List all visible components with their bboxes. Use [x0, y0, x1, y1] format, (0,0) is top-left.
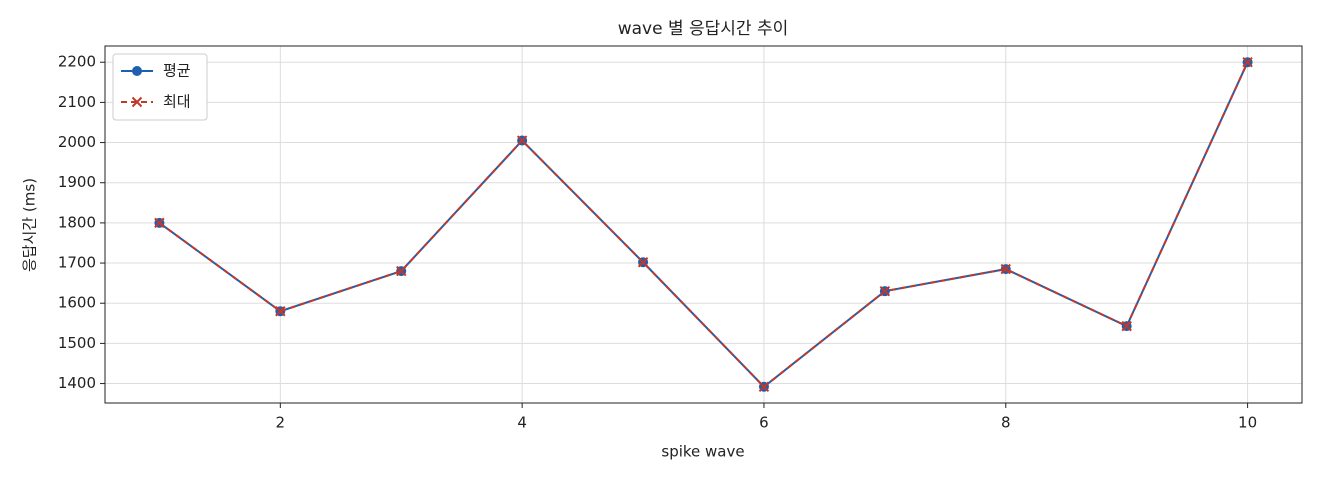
marker	[1000, 263, 1011, 275]
legend-label: 평균	[163, 62, 191, 80]
marker	[275, 306, 286, 317]
y-axis-label: 응답시간 (ms)	[21, 178, 39, 272]
marker	[1121, 320, 1132, 332]
marker	[879, 285, 891, 297]
y-tick-label: 1600	[58, 294, 96, 312]
x-tick-label: 4	[517, 414, 527, 432]
chart-title: wave 별 응답시간 추이	[618, 19, 789, 39]
legend-marker	[131, 96, 143, 108]
x-tick-label: 2	[276, 414, 286, 432]
legend-label: 최대	[163, 93, 191, 111]
x-axis-label: spike wave	[661, 443, 744, 461]
y-tick-label: 1900	[58, 173, 96, 191]
plot-frame	[104, 45, 1303, 404]
marker	[516, 135, 528, 146]
marker	[1242, 57, 1253, 68]
x-tick-label: 10	[1238, 414, 1257, 432]
legend-marker	[132, 66, 142, 76]
y-tick-label: 2100	[58, 93, 96, 111]
y-tick-label: 1700	[58, 254, 96, 272]
y-tick-label: 1500	[58, 334, 96, 352]
y-tick-label: 2200	[58, 53, 96, 71]
y-tick-label: 2000	[58, 133, 96, 151]
x-tick-label: 8	[1001, 414, 1011, 432]
marker	[637, 257, 649, 268]
line	[158, 61, 1249, 389]
legend-box	[112, 53, 208, 121]
y-tick-label: 1800	[58, 213, 96, 231]
marker	[154, 217, 165, 229]
y-tick-label: 1400	[58, 374, 96, 392]
marker	[758, 381, 770, 392]
x-tick-label: 6	[759, 414, 769, 432]
marker	[396, 265, 407, 277]
